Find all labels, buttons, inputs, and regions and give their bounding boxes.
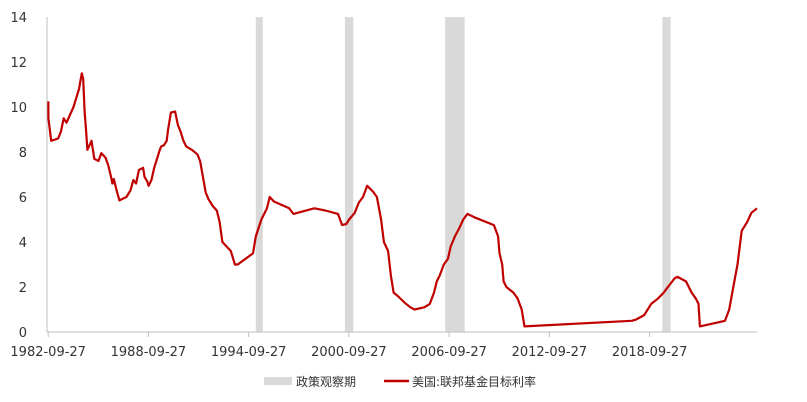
x-tick-label: 2000-09-27: [311, 345, 387, 360]
legend-swatch-band: [264, 377, 292, 385]
series-line-0: [47, 72, 758, 328]
y-tick-label: 0: [19, 326, 27, 341]
y-tick-label: 6: [19, 191, 27, 206]
band-rect-0: [255, 17, 263, 332]
x-tick-label: 1988-09-27: [111, 345, 187, 360]
x-tick-label: 2006-09-27: [411, 345, 487, 360]
x-tick-label: 2018-09-27: [612, 345, 688, 360]
band-rect-3: [662, 17, 671, 332]
x-tick-labels: 1982-09-27 1988-09-27 1994-09-27 2000-09-27…: [10, 332, 687, 360]
x-tick-label: 1982-09-27: [10, 345, 86, 360]
series-layer: [47, 72, 758, 328]
legend-label-series: 美国:联邦基金目标利率: [412, 374, 536, 389]
legend-label-band: 政策观察期: [296, 375, 356, 389]
band-rect-1: [344, 17, 354, 332]
band-rect-2: [445, 17, 465, 332]
x-tick-label: 2012-09-27: [512, 345, 588, 360]
y-tick-label: 2: [19, 281, 27, 296]
y-tick-label: 14: [10, 11, 27, 26]
y-tick-label: 12: [10, 56, 27, 71]
policy-observation-bands: [255, 17, 671, 332]
y-tick-label: 10: [10, 101, 27, 116]
axes: [46, 17, 757, 333]
y-tick-label: 4: [19, 236, 27, 251]
y-tick-labels: 0 2 4 6 8 10 12 14: [10, 11, 27, 341]
x-tick-label: 1994-09-27: [211, 345, 287, 360]
legend: 政策观察期 美国:联邦基金目标利率: [264, 374, 536, 389]
y-tick-label: 8: [19, 146, 27, 161]
